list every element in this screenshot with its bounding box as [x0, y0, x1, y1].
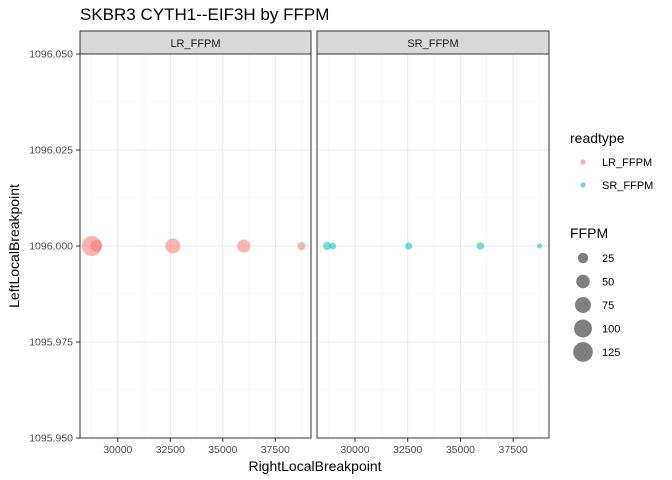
facet-panel-lr-ffpm: LR_FFPM: [79, 30, 312, 439]
x-tick-label: 37500: [499, 444, 528, 456]
x-axis-title: RightLocalBreakpoint: [248, 458, 381, 474]
legend-size-label: 25: [602, 253, 614, 265]
legend-size-label: 75: [602, 300, 614, 312]
y-tick-label: 1096.000: [29, 241, 73, 253]
panel-border: [316, 53, 550, 439]
data-point: [323, 241, 332, 251]
data-point: [297, 241, 306, 251]
data-point: [90, 240, 103, 252]
legend-color-label: LR_FFPM: [602, 157, 652, 169]
legend-size-label: 125: [602, 347, 620, 359]
x-tick-label: 30000: [340, 444, 369, 456]
legend-color-title: readtype: [570, 130, 625, 146]
facet-strip-label: SR_FFPM: [407, 38, 458, 50]
legend-size-key: [577, 252, 589, 264]
x-tick-label: 32500: [393, 444, 422, 456]
y-axis-title: LeftLocalBreakpoint: [6, 184, 22, 308]
legend-size-key: [576, 274, 590, 289]
y-tick-label: 1095.950: [29, 433, 73, 445]
legend: readtype LR_FFPM SR_FFPM FFPM 25 50 75 100 125: [570, 130, 653, 362]
data-point: [165, 238, 181, 254]
data-point: [237, 239, 251, 253]
y-axis-ticks: 1095.950 1095.975 1096.000 1096.025 1096.050: [29, 49, 80, 445]
chart-title: SKBR3 CYTH1--EIF3H by FFPM: [80, 5, 329, 24]
y-tick-label: 1095.975: [29, 337, 73, 349]
x-tick-label: 32500: [156, 444, 185, 456]
x-tick-label: 37500: [261, 444, 290, 456]
facet-panels: LR_FFPM SR_FFPM: [79, 30, 550, 439]
legend-size-label: 100: [602, 324, 620, 336]
facet-panel-sr-ffpm: SR_FFPM: [316, 30, 550, 439]
y-tick-label: 1096.050: [29, 49, 73, 61]
legend-color-label: SR_FFPM: [602, 180, 653, 192]
data-point: [405, 242, 413, 250]
legend-size-key: [573, 342, 593, 362]
x-tick-label: 30000: [103, 444, 132, 456]
x-axis-ticks: 30000 32500 35000 37500 30000 32500 35000 37500: [103, 438, 528, 456]
legend-size-key: [575, 297, 591, 313]
legend-size-title: FFPM: [570, 225, 608, 241]
legend-color-key: [580, 182, 586, 188]
facet-strip-label: LR_FFPM: [170, 38, 220, 50]
data-point: [476, 242, 485, 250]
data-point: [329, 242, 337, 250]
y-tick-label: 1096.025: [29, 145, 73, 157]
legend-color-key: [580, 159, 586, 165]
legend-size-key: [574, 319, 592, 338]
legend-size-label: 50: [602, 277, 614, 289]
x-tick-label: 35000: [208, 444, 237, 456]
x-tick-label: 35000: [446, 444, 475, 456]
data-point: [536, 243, 543, 249]
